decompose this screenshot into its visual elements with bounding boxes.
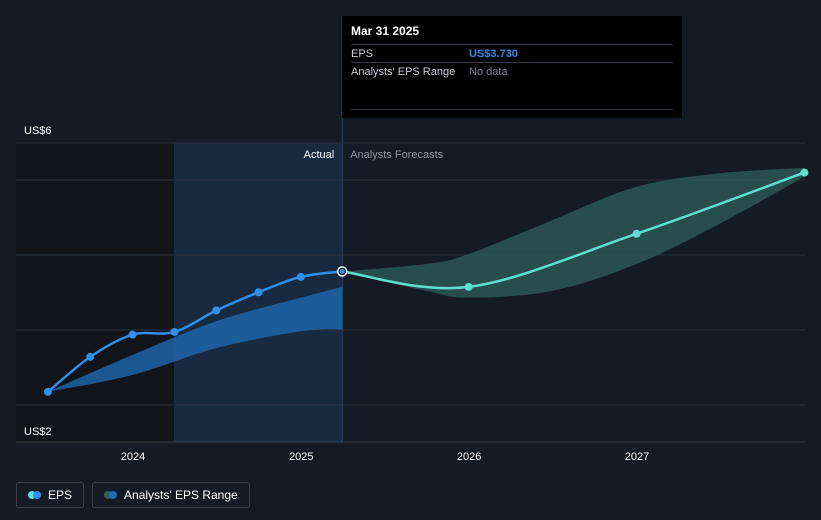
- legend-range-button[interactable]: Analysts' EPS Range: [92, 482, 250, 508]
- tooltip-row-eps: EPS US$3.730: [351, 44, 673, 62]
- history-background: [16, 143, 174, 442]
- eps-range-actual-band: [47, 286, 343, 392]
- eps-actual-point: [86, 352, 95, 361]
- legend-range-label: Analysts' EPS Range: [124, 488, 238, 502]
- eps-forecast-point: [800, 168, 809, 177]
- legend-eps-label: EPS: [48, 488, 73, 502]
- eps-actual-point: [254, 288, 263, 297]
- y-tick-label: US$2: [24, 426, 52, 438]
- eps-range-forecast-band: [342, 167, 805, 298]
- tooltip-range-label: Analysts' EPS Range: [351, 65, 456, 78]
- tooltip-range-value: No data: [469, 65, 508, 78]
- eps-current-point-core: [339, 268, 345, 274]
- eps-forecast-point: [464, 282, 473, 291]
- tooltip-date: Mar 31 2025: [351, 24, 420, 38]
- x-tick-label: 2024: [121, 451, 145, 463]
- eps-actual-point: [170, 327, 179, 336]
- eps-forecast-line: [342, 171, 805, 290]
- x-tick-label: 2026: [457, 451, 481, 463]
- x-tick-label: 2025: [289, 451, 313, 463]
- tooltip-divider: [351, 109, 673, 110]
- tooltip-eps-value: US$3.730: [469, 47, 518, 60]
- eps-actual-point: [43, 387, 52, 396]
- tooltip-eps-label: EPS: [351, 47, 374, 60]
- legend-eps-button[interactable]: EPS: [16, 482, 85, 508]
- eps-actual-point: [128, 330, 137, 339]
- eps-actual-point: [296, 272, 305, 281]
- x-tick-label: 2027: [625, 451, 649, 463]
- legend-range-swatch-icon: [104, 491, 118, 499]
- tooltip-row-range: Analysts' EPS Range No data: [351, 62, 673, 80]
- actual-region-label: Actual: [304, 149, 335, 161]
- legend: EPS Analysts' EPS Range: [16, 482, 250, 508]
- eps-forecast-point: [632, 229, 641, 238]
- forecast-region-label: Analysts Forecasts: [350, 149, 443, 161]
- y-tick-label: US$6: [24, 125, 52, 137]
- legend-eps-swatch-icon: [28, 491, 41, 499]
- tooltip: Mar 31 2025 EPS US$3.730 Analysts' EPS R…: [342, 16, 682, 118]
- eps-actual-point: [212, 306, 221, 315]
